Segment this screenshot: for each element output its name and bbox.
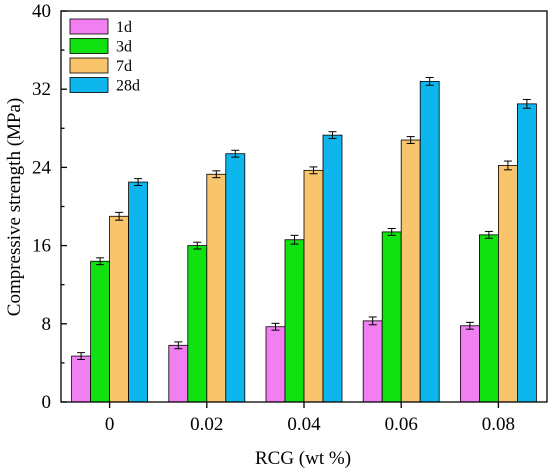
legend-item-7d: 7d — [69, 57, 132, 75]
x-tick-label: 0.06 — [385, 414, 418, 435]
legend-item-28d: 28d — [69, 77, 140, 95]
legend-label: 7d — [116, 58, 132, 75]
error-bar-7d-0.02 — [212, 170, 221, 179]
bar-7d-0.06 — [400, 139, 421, 403]
bar-7d-0.08 — [497, 165, 518, 403]
legend-label: 1d — [116, 19, 132, 36]
error-bar-1d-0.02 — [174, 341, 183, 350]
error-bar-1d-0.08 — [465, 321, 474, 330]
error-bar-1d-0.04 — [271, 322, 280, 331]
x-tick-label: 0.04 — [287, 414, 321, 435]
error-bar-28d-0.06 — [425, 76, 434, 86]
error-bar-3d-0.06 — [387, 227, 396, 236]
y-tick-label: 8 — [42, 314, 52, 335]
bar-3d-0.06 — [381, 231, 402, 403]
x-axis-title: RCG (wt %) — [255, 448, 351, 469]
bar-28d-0.06 — [419, 80, 440, 403]
x-tick-label: 0 — [105, 414, 115, 435]
legend: 1d 3d 7d 28d — [69, 18, 140, 95]
bar-3d-0.04 — [284, 239, 305, 403]
y-axis-title: Compressive strength (MPa) — [4, 98, 25, 316]
bars-layer — [71, 80, 537, 403]
y-tick-label: 24 — [32, 157, 52, 178]
legend-item-3d: 3d — [69, 38, 132, 56]
error-bar-7d-0.06 — [406, 136, 415, 144]
axes-layer: 0 8 16 24 32 40 0 0.02 0.04 0.06 0.08 — [32, 1, 548, 435]
legend-swatch — [69, 38, 109, 54]
bar-1d-0.06 — [362, 320, 383, 403]
y-tick-label: 0 — [42, 392, 52, 413]
error-bar-1d-0 — [77, 352, 86, 360]
error-bar-3d-0.02 — [193, 241, 202, 250]
bar-7d-0 — [109, 215, 129, 403]
error-bar-1d-0.06 — [368, 316, 377, 326]
error-bars-layer — [77, 76, 531, 360]
bar-3d-0 — [90, 260, 110, 403]
bar-3d-0.02 — [187, 245, 208, 403]
error-bar-28d-0.04 — [328, 131, 337, 140]
error-bar-7d-0.08 — [503, 160, 512, 171]
bar-28d-0.08 — [517, 103, 537, 403]
y-tick-label: 32 — [32, 79, 51, 100]
bar-3d-0.08 — [478, 234, 499, 403]
error-bar-3d-0.04 — [290, 234, 299, 245]
bar-7d-0.04 — [303, 169, 324, 403]
bar-1d-0.02 — [168, 344, 189, 403]
error-bar-28d-0.08 — [522, 98, 531, 109]
bar-7d-0.02 — [206, 173, 227, 403]
legend-item-1d: 1d — [69, 18, 132, 36]
bar-28d-0 — [128, 181, 149, 403]
legend-swatch — [69, 18, 109, 35]
error-bar-28d-0.02 — [231, 149, 240, 158]
legend-label: 3d — [116, 39, 132, 56]
error-bar-7d-0.04 — [309, 166, 318, 175]
y-tick-label: 40 — [32, 1, 51, 22]
error-bar-3d-0.08 — [484, 230, 493, 239]
error-bar-7d-0 — [115, 211, 124, 221]
y-tick-label: 16 — [32, 236, 51, 257]
legend-swatch — [69, 77, 109, 93]
bar-1d-0.08 — [459, 325, 480, 403]
x-tick-label: 0.08 — [482, 414, 515, 435]
x-tick-label: 0.02 — [190, 414, 223, 435]
error-bar-3d-0 — [96, 257, 105, 266]
bar-28d-0.04 — [322, 134, 343, 403]
bar-28d-0.02 — [225, 153, 246, 403]
bar-1d-0 — [71, 355, 91, 403]
legend-swatch — [69, 57, 109, 74]
bar-1d-0.04 — [265, 326, 286, 403]
error-bar-28d-0 — [134, 178, 143, 186]
legend-label: 28d — [116, 78, 140, 95]
